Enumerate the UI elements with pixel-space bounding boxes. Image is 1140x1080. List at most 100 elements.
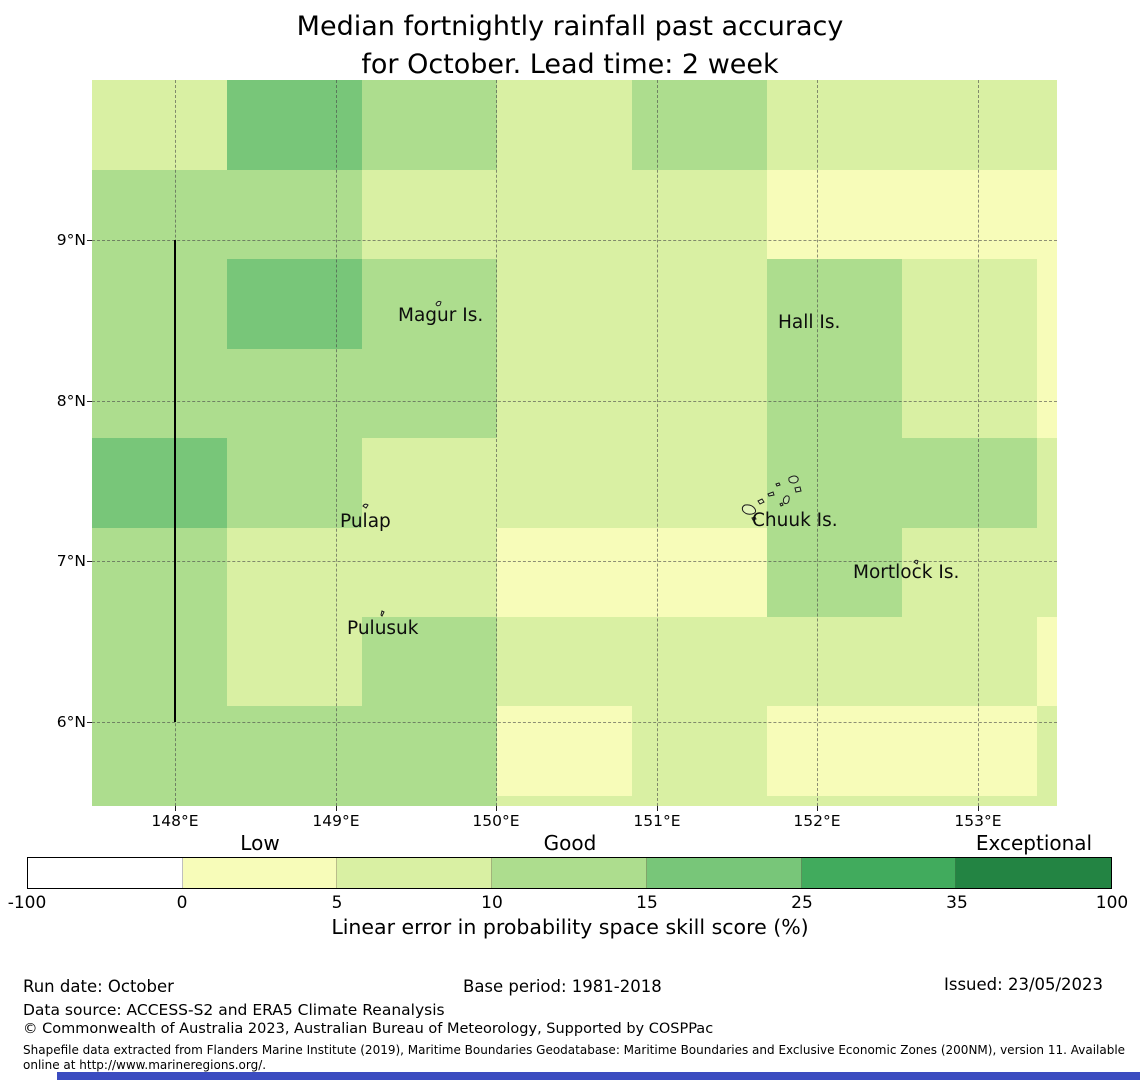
- map-cell: [767, 170, 902, 259]
- pulusuk-island-icon: [380, 610, 385, 617]
- map-cell: [497, 617, 632, 706]
- colorbar-tick-label: 15: [636, 893, 658, 913]
- map-cell: [497, 349, 632, 438]
- x-axis-tick-label: 153°E: [954, 812, 1002, 830]
- colorbar-segment: [956, 858, 1111, 888]
- map-cell: [1037, 706, 1057, 796]
- map-cell: [497, 80, 632, 170]
- chart-title-line2: for October. Lead time: 2 week: [361, 49, 779, 80]
- map-cell: [767, 796, 902, 806]
- map-cell: [497, 438, 632, 528]
- map-cell: [1037, 259, 1057, 349]
- map-cell: [767, 438, 902, 528]
- map-cell: [497, 796, 632, 806]
- y-axis-tick-mark: [87, 722, 92, 723]
- colorbar-class-label: Low: [240, 831, 280, 855]
- map-cell: [92, 528, 227, 617]
- pulap-island-icon: [362, 503, 369, 509]
- colorbar-segment: [646, 858, 802, 888]
- map-cell: [92, 706, 227, 796]
- colorbar-segment: [28, 858, 183, 888]
- map-cell: [632, 80, 767, 170]
- map-cell: [767, 259, 902, 349]
- map-cell: [92, 170, 227, 259]
- x-axis-tick-label: 149°E: [312, 812, 360, 830]
- map-cell: [227, 80, 362, 170]
- map-cell: [632, 349, 767, 438]
- base-period-text: Base period: 1981-2018: [463, 977, 662, 996]
- longitude-gridline: [336, 80, 337, 806]
- map-cell: [92, 617, 227, 706]
- map-cell: [902, 796, 1037, 806]
- map-cell: [227, 528, 362, 617]
- map-cell: [902, 528, 1037, 617]
- map-cell: [1037, 796, 1057, 806]
- map-cell: [902, 349, 1037, 438]
- longitude-gridline: [817, 80, 818, 806]
- copyright-text: © Commonwealth of Australia 2023, Austra…: [23, 1021, 714, 1037]
- map-cell: [362, 617, 497, 706]
- island-label: Hall Is.: [778, 312, 841, 333]
- colorbar-tick-label: 35: [946, 893, 968, 913]
- map-cell: [1037, 80, 1057, 170]
- eez-boundary-line: [174, 240, 176, 722]
- map-cell: [632, 706, 767, 796]
- longitude-gridline: [978, 80, 979, 806]
- colorbar-class-label: Exceptional: [975, 831, 1093, 855]
- map-cell: [227, 438, 362, 528]
- map-cell: [1037, 170, 1057, 259]
- issued-date-text: Issued: 23/05/2023: [944, 975, 1104, 994]
- map-cell: [902, 80, 1037, 170]
- map-cell: [362, 706, 497, 796]
- x-axis-tick-label: 150°E: [472, 812, 520, 830]
- longitude-gridline: [496, 80, 497, 806]
- map-cell: [362, 796, 497, 806]
- map-cell: [632, 528, 767, 617]
- map-cell: [227, 617, 362, 706]
- map-cell: [227, 259, 362, 349]
- y-axis-tick-mark: [87, 561, 92, 562]
- map-cell: [227, 796, 362, 806]
- map-cell: [92, 349, 227, 438]
- colorbar-axis-label: Linear error in probability space skill …: [331, 915, 809, 939]
- map-cell: [632, 170, 767, 259]
- map-cell: [362, 80, 497, 170]
- shapefile-note-line2: online at http://www.marineregions.org/.: [23, 1058, 267, 1072]
- map-cell: [767, 349, 902, 438]
- y-axis-tick-label: 7°N: [56, 552, 86, 570]
- island-label: Pulusuk: [347, 618, 419, 639]
- latitude-gridline: [92, 561, 1057, 562]
- map-cell: [92, 796, 227, 806]
- island-label: Pulap: [340, 511, 391, 532]
- x-axis-tick-mark: [496, 806, 497, 811]
- map-cell: [767, 617, 902, 706]
- bottom-scrollbar[interactable]: [57, 1072, 1140, 1080]
- map-cell: [362, 349, 497, 438]
- colorbar: [27, 857, 1112, 889]
- map-cell: [497, 706, 632, 796]
- colorbar-tick-label: 0: [176, 893, 188, 913]
- x-axis-tick-label: 152°E: [793, 812, 841, 830]
- data-source-text: Data source: ACCESS-S2 and ERA5 Climate …: [23, 1001, 445, 1019]
- x-axis-tick-mark: [175, 806, 176, 811]
- map-cell: [92, 80, 227, 170]
- map-cell: [902, 617, 1037, 706]
- map-cell: [902, 438, 1037, 528]
- y-axis-tick-label: 8°N: [56, 392, 86, 410]
- island-label: Mortlock Is.: [853, 562, 960, 583]
- map-cell: [497, 259, 632, 349]
- x-axis-tick-mark: [657, 806, 658, 811]
- map-cell: [767, 528, 902, 617]
- map-cell: [1037, 349, 1057, 438]
- map-cell: [92, 259, 227, 349]
- map-cell: [497, 170, 632, 259]
- x-axis-tick-mark: [336, 806, 337, 811]
- map-cell: [227, 706, 362, 796]
- island-outlines-layer: [362, 300, 919, 617]
- colorbar-tick-label: 100: [1095, 893, 1129, 913]
- x-axis-tick-mark: [817, 806, 818, 811]
- colorbar-class-label: Good: [543, 831, 597, 855]
- y-axis-tick-label: 9°N: [56, 231, 86, 249]
- run-date-text: Run date: October: [23, 977, 174, 996]
